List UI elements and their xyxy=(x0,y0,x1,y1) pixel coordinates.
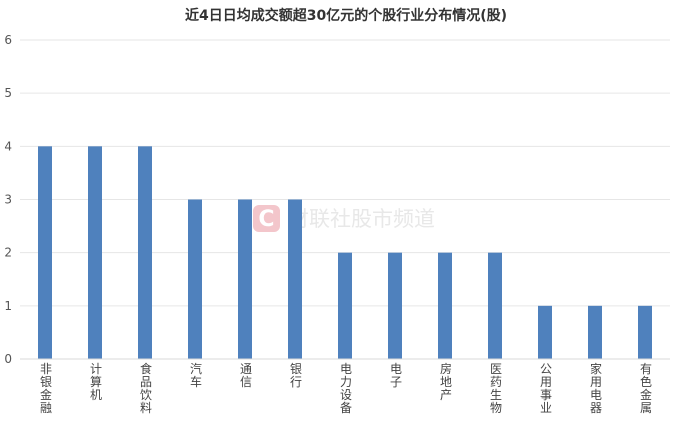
x-tick-char: 器 xyxy=(590,401,602,415)
y-axis-ticks: 0 1 2 3 4 5 6 xyxy=(4,33,12,366)
x-axis-labels: 非银金融计算机食品饮料汽车通信银行电力设备电子房地产医药生物公用事业家用电器有色… xyxy=(40,361,652,415)
x-tick-char: 生 xyxy=(490,388,502,402)
x-tick-char: 信 xyxy=(240,375,252,389)
x-tick-label: 计算机 xyxy=(90,362,102,402)
x-tick-char: 业 xyxy=(540,401,552,415)
x-tick-label: 银行 xyxy=(290,362,302,389)
x-tick-char: 有 xyxy=(640,362,652,376)
y-tick-label: 5 xyxy=(4,86,12,100)
x-tick-char: 电 xyxy=(390,362,402,376)
x-tick-char: 色 xyxy=(640,375,652,389)
x-tick-char: 通 xyxy=(240,362,252,376)
watermark-logo xyxy=(253,205,280,232)
x-tick-char: 用 xyxy=(540,375,552,389)
x-tick-char: 事 xyxy=(540,388,552,402)
y-tick-label: 2 xyxy=(4,246,12,260)
bar xyxy=(38,146,52,359)
x-tick-char: 电 xyxy=(340,362,352,376)
x-tick-char: 子 xyxy=(390,375,402,389)
x-tick-char: 地 xyxy=(440,375,452,389)
x-tick-char: 银 xyxy=(290,362,302,376)
x-tick-char: 料 xyxy=(140,401,152,415)
y-tick-label: 3 xyxy=(4,193,12,207)
bar xyxy=(238,199,252,359)
x-tick-char: 非 xyxy=(40,362,52,376)
bar xyxy=(188,199,202,359)
x-tick-char: 电 xyxy=(590,388,602,402)
bars xyxy=(38,146,652,359)
x-tick-label: 电力设备 xyxy=(340,362,352,415)
x-tick-label: 家用电器 xyxy=(590,361,602,415)
x-tick-label: 有色金属 xyxy=(640,362,652,415)
watermark: C 财联社股市频道 xyxy=(253,205,435,232)
x-tick-char: 计 xyxy=(90,362,102,376)
x-tick-char: 银 xyxy=(40,375,52,389)
x-tick-char: 用 xyxy=(590,375,602,389)
x-tick-label: 电子 xyxy=(390,362,402,389)
x-tick-char: 医 xyxy=(490,362,502,376)
x-tick-char: 备 xyxy=(340,401,352,415)
x-tick-char: 行 xyxy=(290,375,302,389)
watermark-logo-letter: C xyxy=(258,207,274,232)
x-tick-label: 房地产 xyxy=(440,361,452,402)
x-tick-label: 公用事业 xyxy=(540,362,552,415)
x-tick-char: 汽 xyxy=(190,361,202,376)
x-tick-char: 房 xyxy=(440,361,452,376)
x-tick-label: 通信 xyxy=(240,362,252,389)
y-tick-label: 0 xyxy=(4,352,12,366)
y-tick-label: 6 xyxy=(4,33,12,47)
x-tick-char: 属 xyxy=(640,401,652,415)
bar xyxy=(138,146,152,359)
x-tick-char: 家 xyxy=(590,361,602,376)
y-tick-label: 1 xyxy=(4,299,12,313)
bar xyxy=(638,305,652,359)
x-tick-char: 融 xyxy=(40,401,52,415)
y-tick-label: 4 xyxy=(4,139,12,153)
x-tick-char: 金 xyxy=(640,387,652,402)
watermark-text: 财联社股市频道 xyxy=(288,207,435,231)
x-tick-char: 品 xyxy=(140,375,152,389)
gridlines xyxy=(20,39,670,307)
x-tick-char: 金 xyxy=(40,387,52,402)
bar xyxy=(438,252,452,359)
chart-title: 近4日日均成交额超30亿元的个股行业分布情况(股) xyxy=(185,7,507,24)
x-tick-label: 食品饮料 xyxy=(140,361,152,415)
bar xyxy=(288,199,302,359)
bar xyxy=(88,146,102,359)
bar xyxy=(588,305,602,359)
x-tick-label: 汽车 xyxy=(190,361,202,389)
x-tick-char: 产 xyxy=(440,388,452,402)
x-tick-char: 饮 xyxy=(140,388,152,402)
x-tick-char: 力 xyxy=(340,375,352,389)
x-tick-label: 医药生物 xyxy=(490,362,502,415)
x-tick-char: 设 xyxy=(340,388,352,402)
x-tick-char: 机 xyxy=(90,388,102,402)
x-tick-char: 车 xyxy=(190,374,202,389)
bar xyxy=(388,252,402,359)
bar xyxy=(538,305,552,359)
x-tick-char: 公 xyxy=(540,362,552,376)
x-tick-char: 物 xyxy=(490,401,502,415)
x-tick-char: 药 xyxy=(490,375,502,389)
bar xyxy=(338,252,352,359)
x-tick-char: 食 xyxy=(140,361,152,376)
x-tick-char: 算 xyxy=(90,374,102,389)
x-tick-label: 非银金融 xyxy=(40,362,52,415)
bar xyxy=(488,252,502,359)
